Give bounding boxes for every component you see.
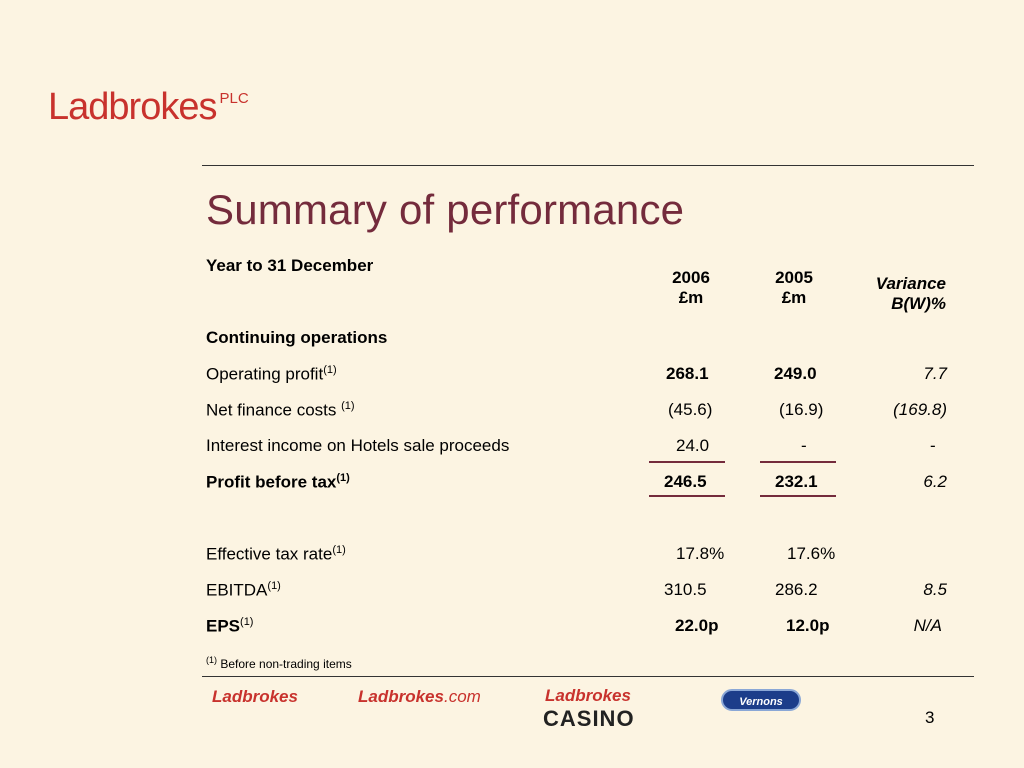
table-cell-2005: 232.1 bbox=[775, 472, 818, 491]
page-number: 3 bbox=[925, 708, 935, 727]
table-cell-2005: (16.9) bbox=[779, 400, 824, 419]
footnote: (1) Before non-trading items bbox=[206, 655, 352, 671]
subtotal-line-2006 bbox=[649, 461, 725, 463]
table-cell-variance: 8.5 bbox=[923, 580, 947, 599]
table-cell-2006: 24.0 bbox=[676, 436, 710, 455]
table-cell-2006: 17.8% bbox=[676, 544, 725, 563]
total-line-2005 bbox=[760, 495, 836, 497]
table-row-label: EBITDA(1) bbox=[206, 580, 281, 600]
column-header-2005: 2005 £m bbox=[758, 268, 830, 308]
table-row-label: Effective tax rate(1) bbox=[206, 544, 346, 564]
bottom-divider bbox=[202, 676, 974, 677]
column-header-variance: Variance B(W)% bbox=[846, 274, 946, 314]
ladbrokes-plc-logo: Ladbrokes PLC bbox=[48, 86, 249, 129]
ladbrokes-com-brand-logo: Ladbrokes.com bbox=[358, 687, 481, 706]
section-label: Continuing operations bbox=[206, 328, 388, 347]
total-line-2006 bbox=[649, 495, 725, 497]
table-cell-2006: 22.0p bbox=[675, 616, 719, 635]
table-cell-2006: (45.6) bbox=[668, 400, 713, 419]
top-divider bbox=[202, 165, 974, 166]
logo-text: Ladbrokes bbox=[48, 86, 217, 128]
table-cell-2006: 310.5 bbox=[664, 580, 707, 599]
table-cell-variance: 7.7 bbox=[923, 364, 947, 383]
column-2006-year: 2006 bbox=[672, 268, 710, 287]
ladbrokes-casino-brand-bottom: CASINO bbox=[543, 706, 635, 731]
table-cell-2005: 12.0p bbox=[786, 616, 830, 635]
logo-suffix: PLC bbox=[219, 90, 249, 107]
table-cell-2005: 17.6% bbox=[787, 544, 836, 563]
variance-line1: Variance bbox=[875, 274, 946, 293]
table-cell-variance: N/A bbox=[913, 616, 942, 635]
ladbrokes-brand-logo: Ladbrokes bbox=[212, 687, 298, 706]
table-cell-2006: 268.1 bbox=[666, 364, 709, 383]
table-row-label: Net finance costs (1) bbox=[206, 400, 355, 420]
variance-line2: B(W)% bbox=[891, 294, 946, 313]
table-cell-variance: 6.2 bbox=[923, 472, 947, 491]
table-cell-variance: (169.8) bbox=[893, 400, 947, 419]
table-cell-2005: 286.2 bbox=[775, 580, 818, 599]
subtotal-line-2005 bbox=[760, 461, 836, 463]
table-cell-variance: - bbox=[930, 436, 936, 455]
table-cell-2006: 246.5 bbox=[664, 472, 707, 491]
vernons-brand-logo: Vernons bbox=[721, 689, 801, 711]
table-row-label: Profit before tax(1) bbox=[206, 472, 350, 492]
table-row-label: Operating profit(1) bbox=[206, 364, 337, 384]
column-header-2006: 2006 £m bbox=[655, 268, 727, 308]
table-cell-2005: 249.0 bbox=[774, 364, 817, 383]
period-label: Year to 31 December bbox=[206, 256, 374, 275]
table-cell-2005: - bbox=[801, 436, 807, 455]
table-row-label: Interest income on Hotels sale proceeds bbox=[206, 436, 510, 455]
column-2006-unit: £m bbox=[678, 288, 704, 307]
column-2005-unit: £m bbox=[781, 288, 807, 307]
slide-title: Summary of performance bbox=[206, 186, 685, 233]
table-row-label: EPS(1) bbox=[206, 616, 254, 636]
ladbrokes-casino-brand-top: Ladbrokes bbox=[545, 686, 631, 705]
column-2005-year: 2005 bbox=[775, 268, 813, 287]
